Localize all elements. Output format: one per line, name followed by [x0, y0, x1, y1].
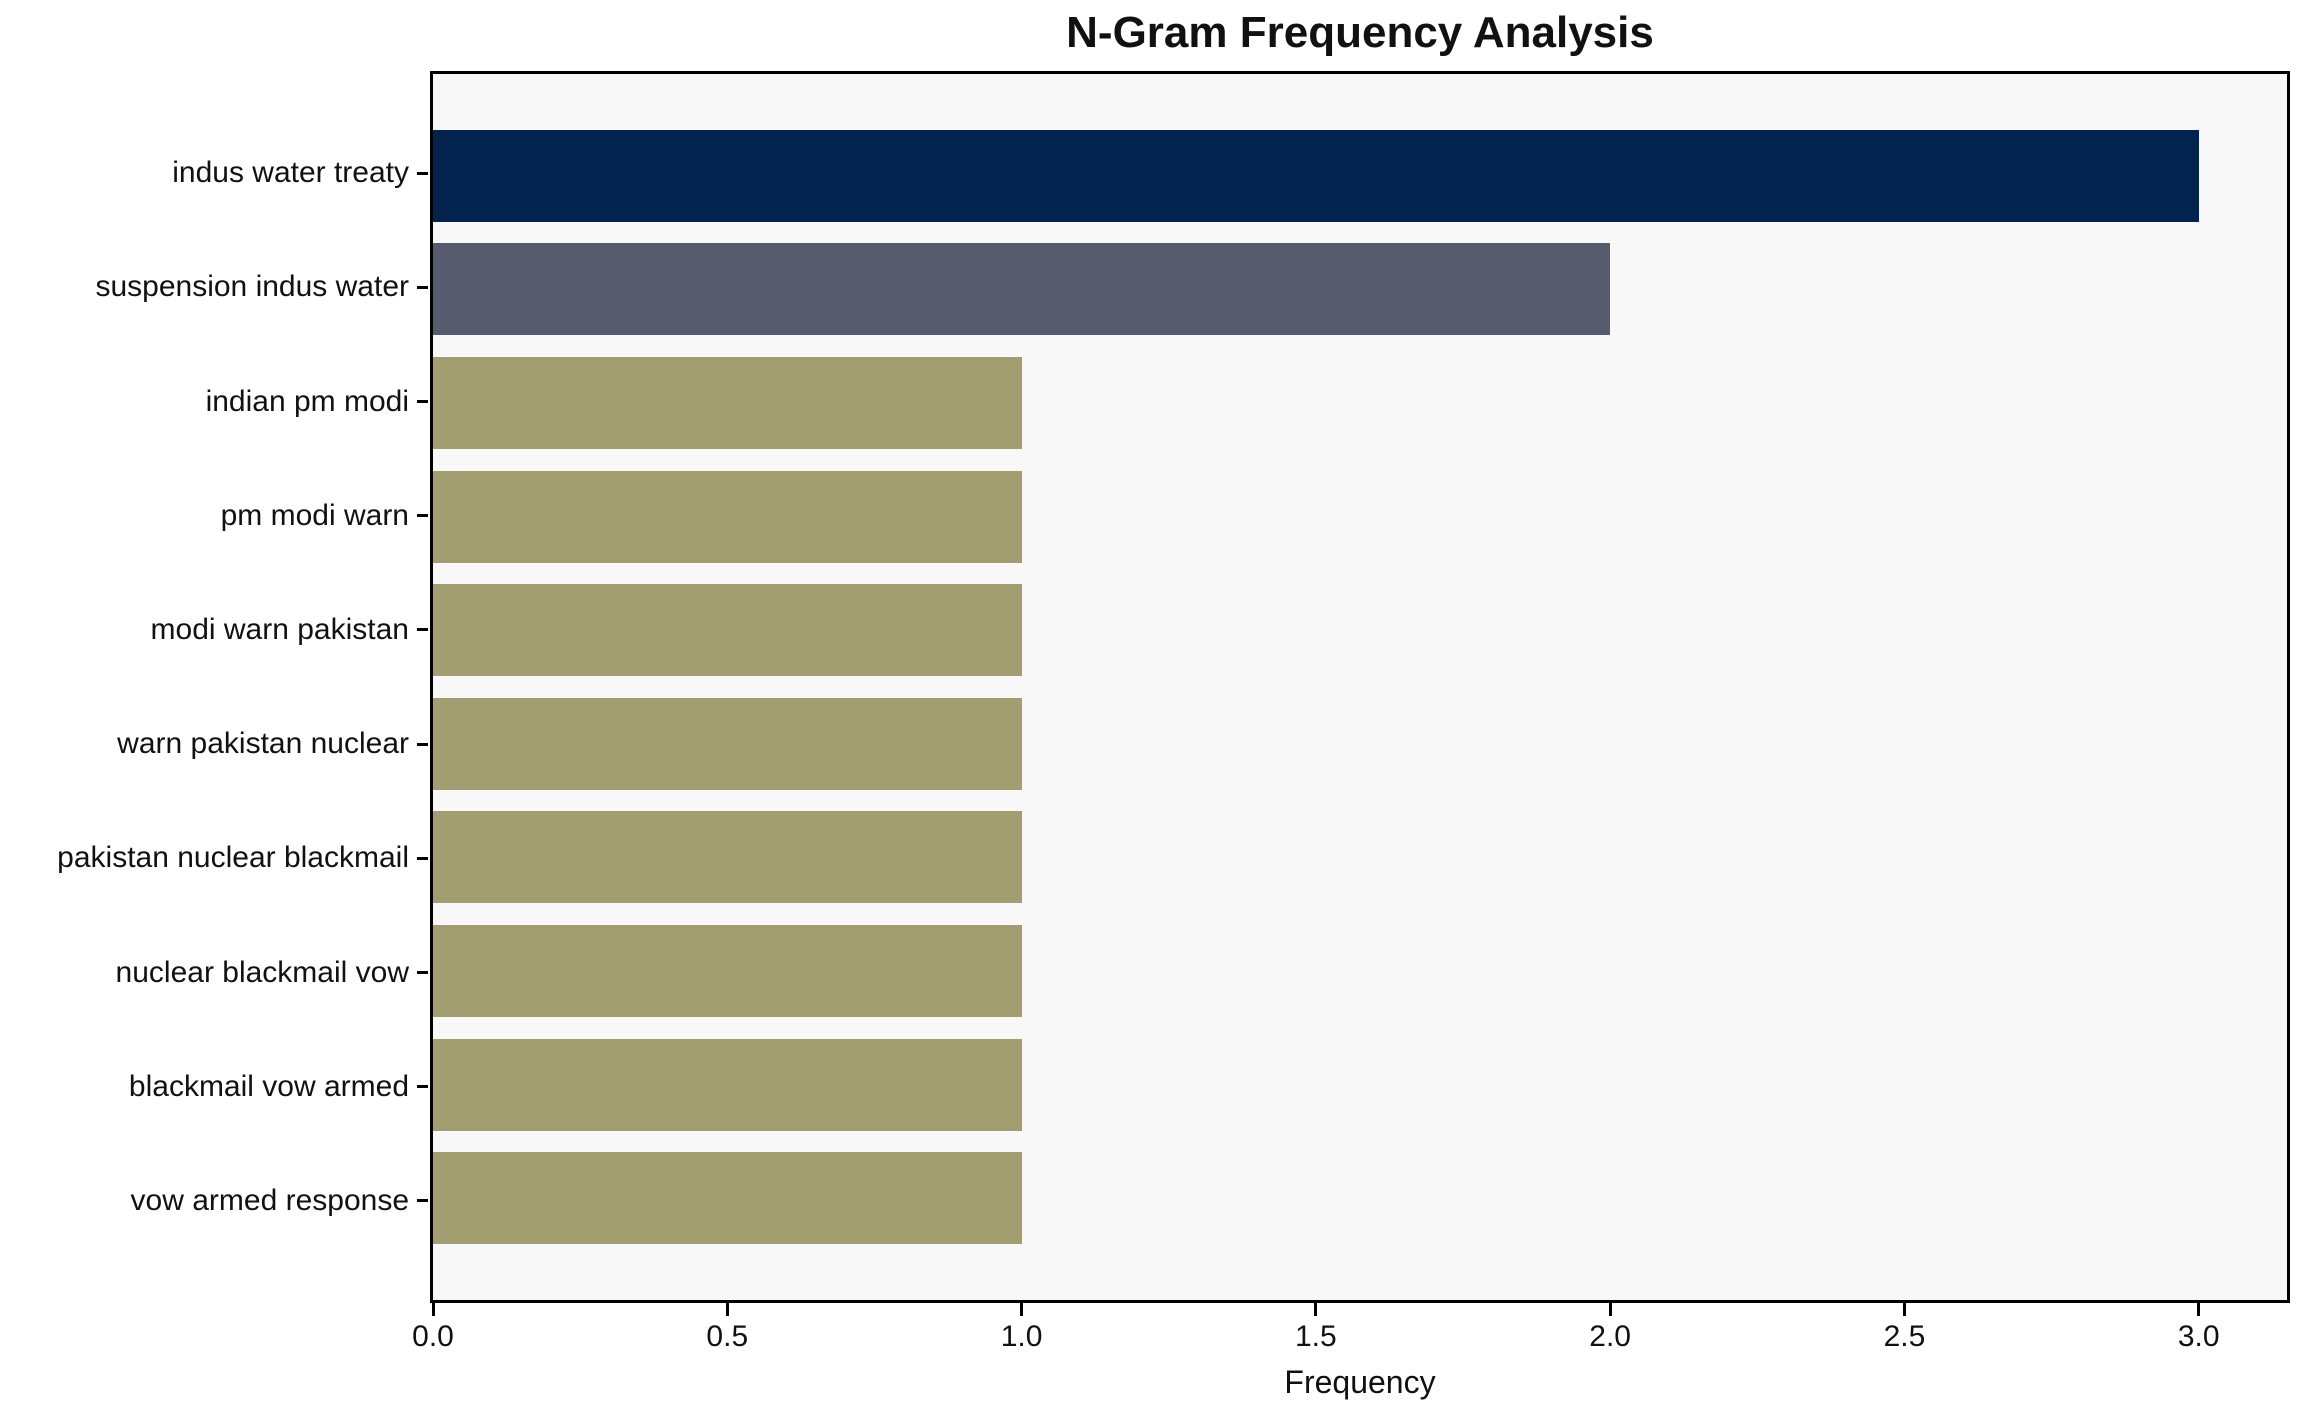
bar-row — [433, 233, 2287, 347]
bar — [433, 1038, 1022, 1131]
x-tick-label: 0.0 — [412, 1320, 454, 1353]
x-tick-mark — [1902, 1303, 1906, 1316]
x-tick-mark — [1314, 1303, 1318, 1316]
y-tick-label: nuclear blackmail vow — [115, 955, 409, 989]
y-tick-mark — [417, 1199, 428, 1203]
bar-row — [433, 346, 2287, 460]
y-tick-mark — [417, 971, 428, 975]
bar-row — [433, 1028, 2287, 1142]
y-tick-row: vow armed response — [0, 1144, 428, 1258]
x-tick-mark — [431, 1303, 435, 1316]
chart-title: N-Gram Frequency Analysis — [1066, 8, 1654, 57]
y-tick-row: indian pm modi — [0, 344, 428, 458]
bar-row — [433, 119, 2287, 233]
x-tick-mark — [1608, 1303, 1612, 1316]
bar — [433, 811, 1022, 904]
bar-row — [433, 460, 2287, 574]
y-tick-row: nuclear blackmail vow — [0, 915, 428, 1029]
x-tick-mark — [725, 1303, 729, 1316]
y-tick-row: suspension indus water — [0, 230, 428, 344]
x-tick-label: 0.5 — [706, 1320, 749, 1353]
y-tick-row: warn pakistan nuclear — [0, 687, 428, 801]
y-tick-mark — [417, 285, 428, 289]
bar-row — [433, 914, 2287, 1028]
plot-area — [430, 71, 2290, 1303]
x-tick-mark — [2197, 1303, 2201, 1316]
y-tick-mark — [417, 400, 428, 403]
x-axis-label: Frequency — [1284, 1364, 1436, 1400]
y-tick-row: modi warn pakistan — [0, 573, 428, 687]
y-axis: indus water treaty suspension indus water… — [0, 71, 428, 1303]
y-tick-mark — [417, 856, 428, 860]
bar — [433, 1152, 1022, 1245]
y-tick-mark — [417, 1085, 428, 1089]
bar — [433, 697, 1022, 790]
y-tick-mark — [417, 742, 428, 746]
y-tick-row: pm modi warn — [0, 459, 428, 573]
bar — [433, 924, 1022, 1017]
y-tick-label: pakistan nuclear blackmail — [57, 841, 409, 875]
bar — [433, 470, 1022, 563]
x-tick-mark — [1020, 1303, 1024, 1316]
bar — [433, 129, 2199, 222]
y-tick-label: vow armed response — [130, 1183, 409, 1217]
y-tick-mark — [417, 514, 428, 518]
x-tick-label: 3.0 — [2177, 1320, 2220, 1353]
bar — [433, 356, 1022, 449]
bar-row — [433, 801, 2287, 915]
x-tick-label: 2.5 — [1883, 1320, 1926, 1353]
y-tick-label: blackmail vow armed — [128, 1069, 409, 1103]
bar-row — [433, 573, 2287, 687]
x-tick-label: 1.5 — [1294, 1320, 1337, 1353]
x-axis: 0.0 0.5 1.0 1.5 2.0 2.5 3.0 — [412, 1303, 2290, 1361]
y-tick-label: suspension indus water — [95, 270, 409, 304]
y-tick-mark — [417, 171, 428, 175]
bar-row — [433, 1141, 2287, 1255]
y-tick-row: indus water treaty — [0, 116, 428, 230]
y-tick-label: pm modi warn — [220, 498, 409, 532]
bar — [433, 243, 1611, 336]
bar-row — [433, 687, 2287, 801]
bar-series — [433, 74, 2287, 1300]
y-tick-label: modi warn pakistan — [150, 612, 409, 646]
y-tick-label: indian pm modi — [205, 384, 409, 418]
y-tick-row: pakistan nuclear blackmail — [0, 801, 428, 915]
y-tick-label: indus water treaty — [172, 156, 409, 190]
x-tick-label: 2.0 — [1589, 1320, 1631, 1353]
y-tick-label: warn pakistan nuclear — [117, 727, 409, 761]
bar — [433, 584, 1022, 677]
x-tick-label: 1.0 — [1000, 1320, 1043, 1353]
y-tick-row: blackmail vow armed — [0, 1030, 428, 1144]
y-tick-mark — [417, 628, 428, 632]
